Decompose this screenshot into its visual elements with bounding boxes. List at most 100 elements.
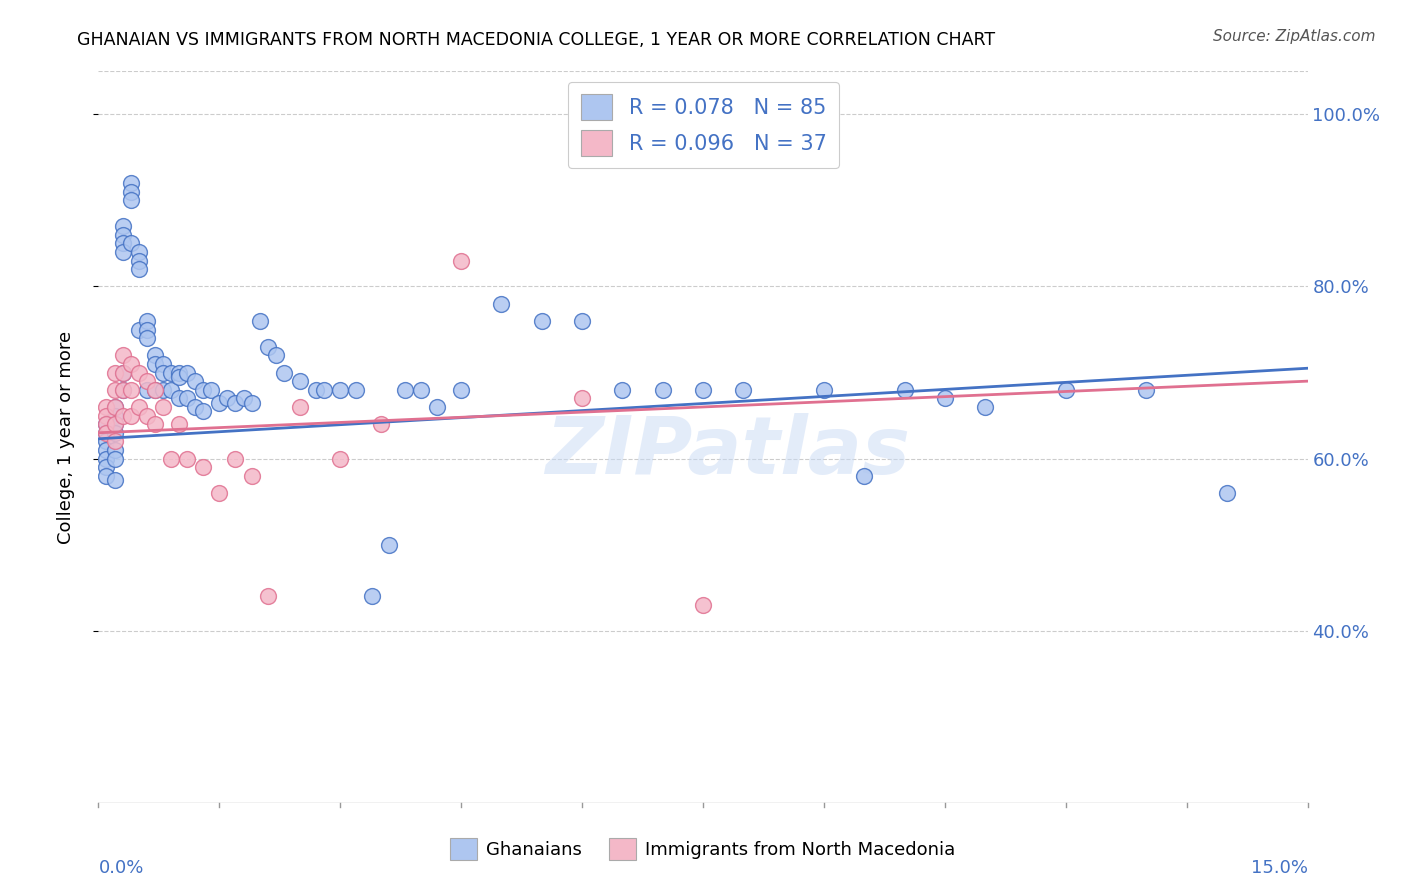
Point	[224, 395, 246, 409]
Point	[120, 185, 142, 199]
Point	[1054, 383, 1077, 397]
Point	[103, 417, 125, 432]
Point	[394, 383, 416, 397]
Point	[256, 340, 278, 354]
Point	[103, 383, 125, 397]
Point	[143, 348, 166, 362]
Point	[193, 460, 215, 475]
Point	[184, 400, 207, 414]
Point	[167, 392, 190, 406]
Point	[128, 400, 150, 414]
Point	[361, 589, 384, 603]
Point	[111, 366, 134, 380]
Point	[135, 374, 157, 388]
Point	[409, 383, 432, 397]
Point	[120, 357, 142, 371]
Point	[974, 400, 997, 414]
Point	[450, 253, 472, 268]
Point	[128, 253, 150, 268]
Point	[135, 322, 157, 336]
Text: 15.0%: 15.0%	[1250, 859, 1308, 877]
Point	[103, 400, 125, 414]
Point	[232, 392, 254, 406]
Point	[314, 383, 336, 397]
Point	[103, 425, 125, 440]
Point	[571, 392, 593, 406]
Point	[256, 589, 278, 603]
Y-axis label: College, 1 year or more: College, 1 year or more	[56, 331, 75, 543]
Point	[152, 366, 174, 380]
Point	[103, 434, 125, 449]
Point	[143, 417, 166, 432]
Point	[143, 357, 166, 371]
Point	[111, 219, 134, 234]
Point	[111, 383, 134, 397]
Point	[264, 348, 287, 362]
Point	[240, 468, 263, 483]
Point	[135, 314, 157, 328]
Point	[160, 451, 183, 466]
Point	[692, 383, 714, 397]
Point	[120, 194, 142, 208]
Point	[111, 366, 134, 380]
Text: GHANAIAN VS IMMIGRANTS FROM NORTH MACEDONIA COLLEGE, 1 YEAR OR MORE CORRELATION : GHANAIAN VS IMMIGRANTS FROM NORTH MACEDO…	[77, 31, 995, 49]
Point	[217, 392, 239, 406]
Point	[96, 460, 118, 475]
Point	[120, 176, 142, 190]
Point	[135, 331, 157, 345]
Point	[344, 383, 367, 397]
Point	[96, 400, 118, 414]
Legend: Ghanaians, Immigrants from North Macedonia: Ghanaians, Immigrants from North Macedon…	[443, 830, 963, 867]
Point	[193, 383, 215, 397]
Point	[120, 236, 142, 251]
Point	[103, 400, 125, 414]
Point	[934, 392, 956, 406]
Point	[120, 383, 142, 397]
Point	[111, 227, 134, 242]
Point	[208, 395, 231, 409]
Point	[103, 473, 125, 487]
Point	[96, 468, 118, 483]
Point	[893, 383, 915, 397]
Point	[612, 383, 634, 397]
Point	[377, 538, 399, 552]
Point	[160, 366, 183, 380]
Point	[733, 383, 755, 397]
Point	[176, 366, 198, 380]
Point	[208, 486, 231, 500]
Point	[224, 451, 246, 466]
Point	[200, 383, 222, 397]
Point	[152, 357, 174, 371]
Point	[651, 383, 673, 397]
Point	[370, 417, 392, 432]
Point	[1135, 383, 1157, 397]
Point	[450, 383, 472, 397]
Text: Source: ZipAtlas.com: Source: ZipAtlas.com	[1212, 29, 1375, 44]
Point	[167, 369, 190, 384]
Text: ZIPatlas: ZIPatlas	[544, 413, 910, 491]
Point	[103, 409, 125, 423]
Point	[111, 409, 134, 423]
Point	[491, 296, 513, 310]
Point	[530, 314, 553, 328]
Point	[96, 434, 118, 449]
Point	[111, 236, 134, 251]
Point	[176, 451, 198, 466]
Point	[152, 383, 174, 397]
Point	[96, 451, 118, 466]
Point	[288, 374, 311, 388]
Point	[193, 404, 215, 418]
Point	[96, 425, 118, 440]
Point	[111, 348, 134, 362]
Point	[120, 409, 142, 423]
Point	[1216, 486, 1239, 500]
Point	[96, 417, 118, 432]
Point	[288, 400, 311, 414]
Point	[128, 262, 150, 277]
Point	[111, 383, 134, 397]
Point	[249, 314, 271, 328]
Point	[240, 395, 263, 409]
Text: 0.0%: 0.0%	[98, 859, 143, 877]
Point	[96, 442, 118, 457]
Point	[135, 409, 157, 423]
